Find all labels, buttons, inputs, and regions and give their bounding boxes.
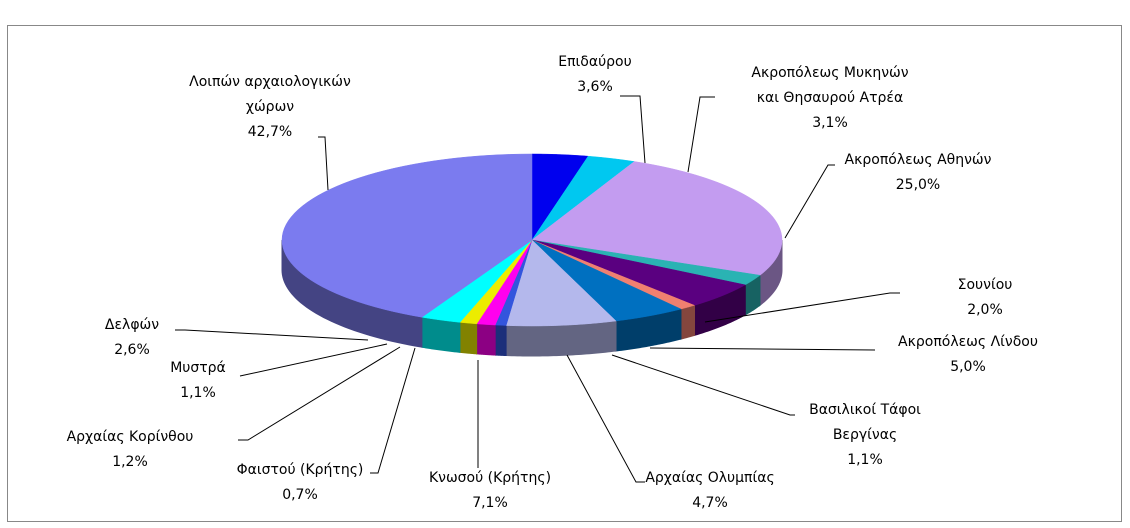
slice-side xyxy=(680,304,695,340)
slice xyxy=(531,161,783,276)
category-label: Φαιστού (Κρήτης) xyxy=(237,462,364,478)
value-label: 25,0% xyxy=(896,177,940,193)
category-label: Σουνίου xyxy=(958,277,1013,293)
value-label: 3,1% xyxy=(812,115,848,131)
value-label: 1,2% xyxy=(112,454,148,470)
value-label: 1,1% xyxy=(180,385,216,401)
slice-side xyxy=(494,324,507,357)
value-label: 42,7% xyxy=(248,124,292,140)
leader-line xyxy=(704,292,900,323)
slice xyxy=(421,239,533,323)
category-label: Μυστρά xyxy=(170,360,226,376)
leader-line xyxy=(318,136,329,191)
leader-line xyxy=(566,354,645,483)
category-label: Κνωσού (Κρήτης) xyxy=(429,470,551,486)
slice-side xyxy=(476,323,496,356)
leader-line xyxy=(620,95,646,164)
slice-side xyxy=(421,316,461,353)
slice xyxy=(531,155,635,241)
leader-line xyxy=(784,164,835,239)
leader-line xyxy=(370,347,416,474)
slice xyxy=(531,239,682,322)
leader-line xyxy=(687,96,715,173)
slice xyxy=(281,153,533,318)
category-label: Βασιλικοί Τάφοι Βεργίνας xyxy=(809,402,921,443)
leader-line xyxy=(239,343,388,377)
value-label: 5,0% xyxy=(950,359,986,375)
slice xyxy=(531,239,696,310)
category-label: Αρχαίας Κορίνθου xyxy=(67,429,194,445)
value-label: 4,7% xyxy=(692,495,728,511)
leader-line xyxy=(238,346,401,441)
value-label: 2,6% xyxy=(114,342,150,358)
value-label: 1,1% xyxy=(847,452,883,468)
slice-side xyxy=(459,321,478,355)
slice xyxy=(505,239,617,327)
slice xyxy=(531,239,761,286)
category-label: Ακροπόλεως Λίνδου xyxy=(898,334,1038,350)
category-label: Αρχαίας Ολυμπίας xyxy=(645,470,774,486)
category-label: Λοιπών αρχαιολογικών χώρων xyxy=(189,74,351,115)
slice-side xyxy=(505,320,617,357)
leader-line xyxy=(175,329,369,341)
slice xyxy=(531,239,746,306)
category-label: Επιδαύρου xyxy=(558,54,631,70)
value-label: 3,6% xyxy=(577,79,613,95)
category-label: Δελφών xyxy=(105,317,159,333)
value-label: 0,7% xyxy=(282,487,318,503)
value-label: 2,0% xyxy=(967,302,1003,318)
category-label: Ακροπόλεως Μυκηνών και Θησαυρού Ατρέα xyxy=(751,65,908,106)
leader-line xyxy=(649,347,876,351)
category-label: Ακροπόλεως Αθηνών xyxy=(845,152,992,168)
slice-tops xyxy=(281,153,783,327)
value-label: 7,1% xyxy=(472,495,508,511)
leader-line xyxy=(611,354,795,416)
slice xyxy=(531,153,589,241)
